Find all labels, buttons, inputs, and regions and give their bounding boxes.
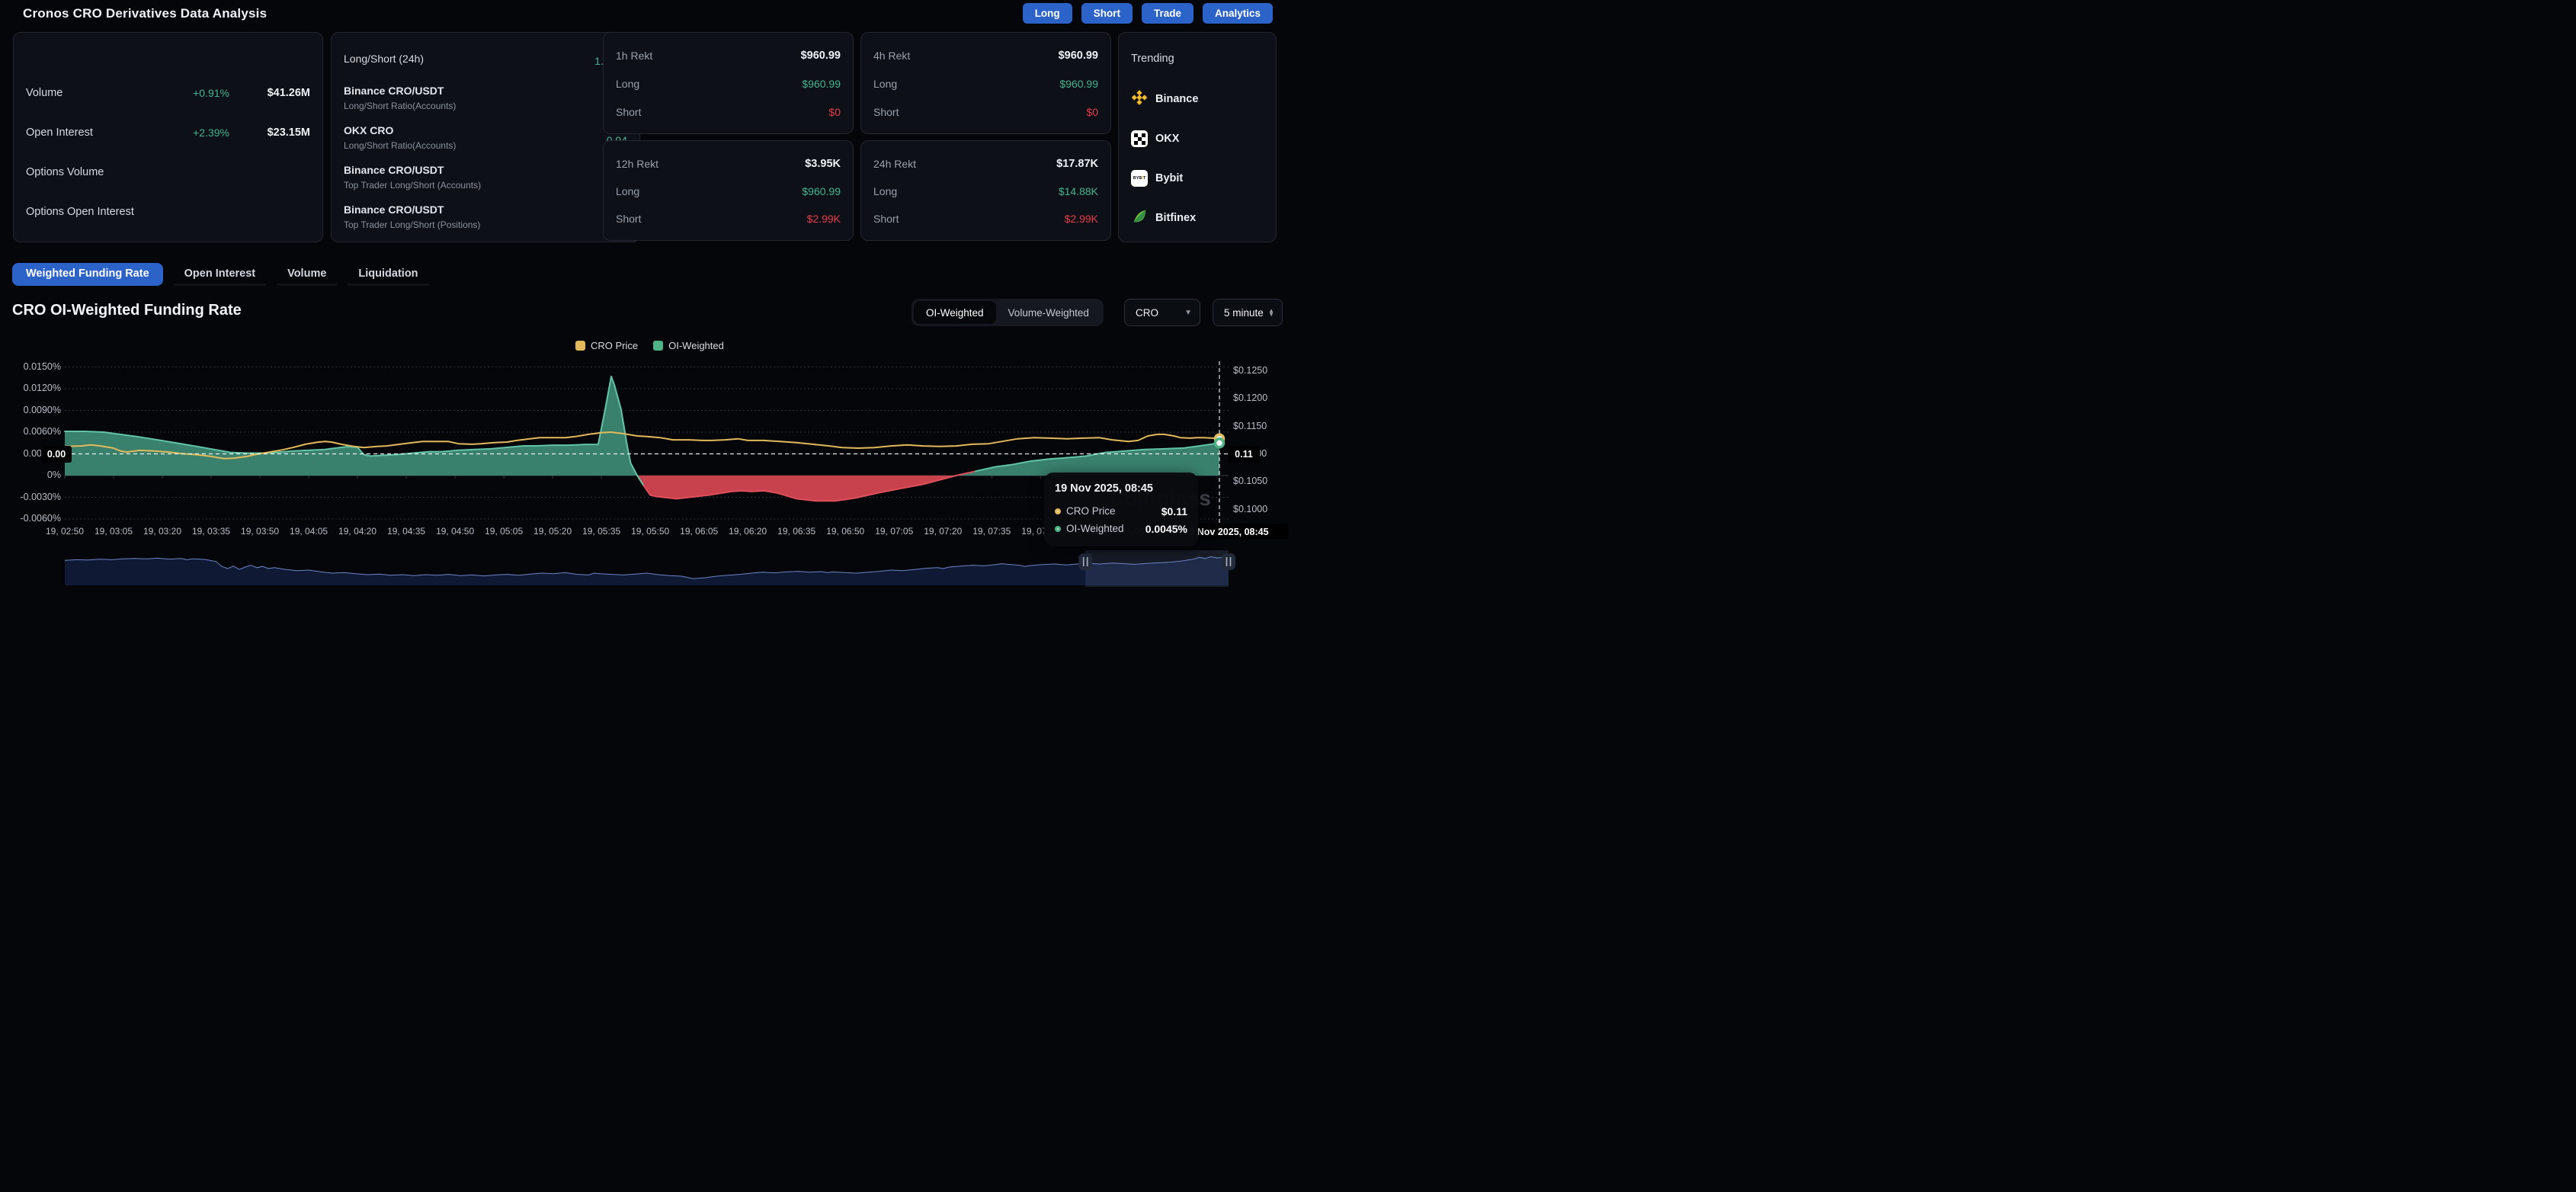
tooltip-series-value: $0.11: [1161, 505, 1187, 517]
tooltip-row: CRO Price $0.11: [1055, 502, 1187, 520]
y-axis-left-label: 0.0090%: [6, 405, 61, 415]
tooltip-time: 19 Nov 2025, 08:45: [1055, 482, 1187, 495]
navigator-handle[interactable]: [1078, 553, 1092, 570]
y-axis-left-label: 0.0150%: [6, 361, 61, 372]
tooltip-series-name: CRO Price: [1066, 505, 1116, 517]
tooltip-series-name: OI-Weighted: [1066, 523, 1124, 534]
y-axis-right-label: $0.1150: [1233, 421, 1267, 431]
navigator-handle[interactable]: [1222, 553, 1235, 570]
chart-tooltip: 19 Nov 2025, 08:45 CRO Price $0.11 OI-Weig…: [1044, 473, 1198, 546]
y-axis-left-label: -0.0060%: [6, 513, 61, 524]
y-axis-left-label: 0%: [6, 469, 61, 480]
y-axis-left-label: 0.0120%: [6, 383, 61, 393]
tooltip-series-dot: [1055, 508, 1061, 514]
funding-end-marker: [1216, 439, 1224, 447]
navigator-area: [65, 556, 1229, 585]
y-axis-left-label: 0.0060%: [6, 426, 61, 437]
y-axis-right-label: $0.1250: [1233, 365, 1267, 376]
app-root: Cronos CRO Derivatives Data Analysis Lon…: [0, 0, 1288, 596]
y-axis-left-label: -0.0030%: [6, 492, 61, 502]
tooltip-series-dot: [1055, 526, 1061, 532]
y-axis-right-label: $0.1000: [1233, 504, 1267, 514]
tooltip-series-value: 0.0045%: [1145, 523, 1187, 535]
y-axis-right-label: $0.1050: [1233, 476, 1267, 486]
tooltip-row: OI-Weighted 0.0045%: [1055, 520, 1187, 537]
y-axis-right-label: $0.1200: [1233, 393, 1267, 403]
navigator-selection[interactable]: [1085, 550, 1229, 587]
tooltip-rows: CRO Price $0.11 OI-Weighted 0.0045%: [1055, 502, 1187, 537]
crosshair-left-value: 0.00: [41, 446, 72, 463]
funding-area-positive: [65, 377, 1219, 476]
crosshair-right-value: 0.11: [1228, 446, 1260, 463]
